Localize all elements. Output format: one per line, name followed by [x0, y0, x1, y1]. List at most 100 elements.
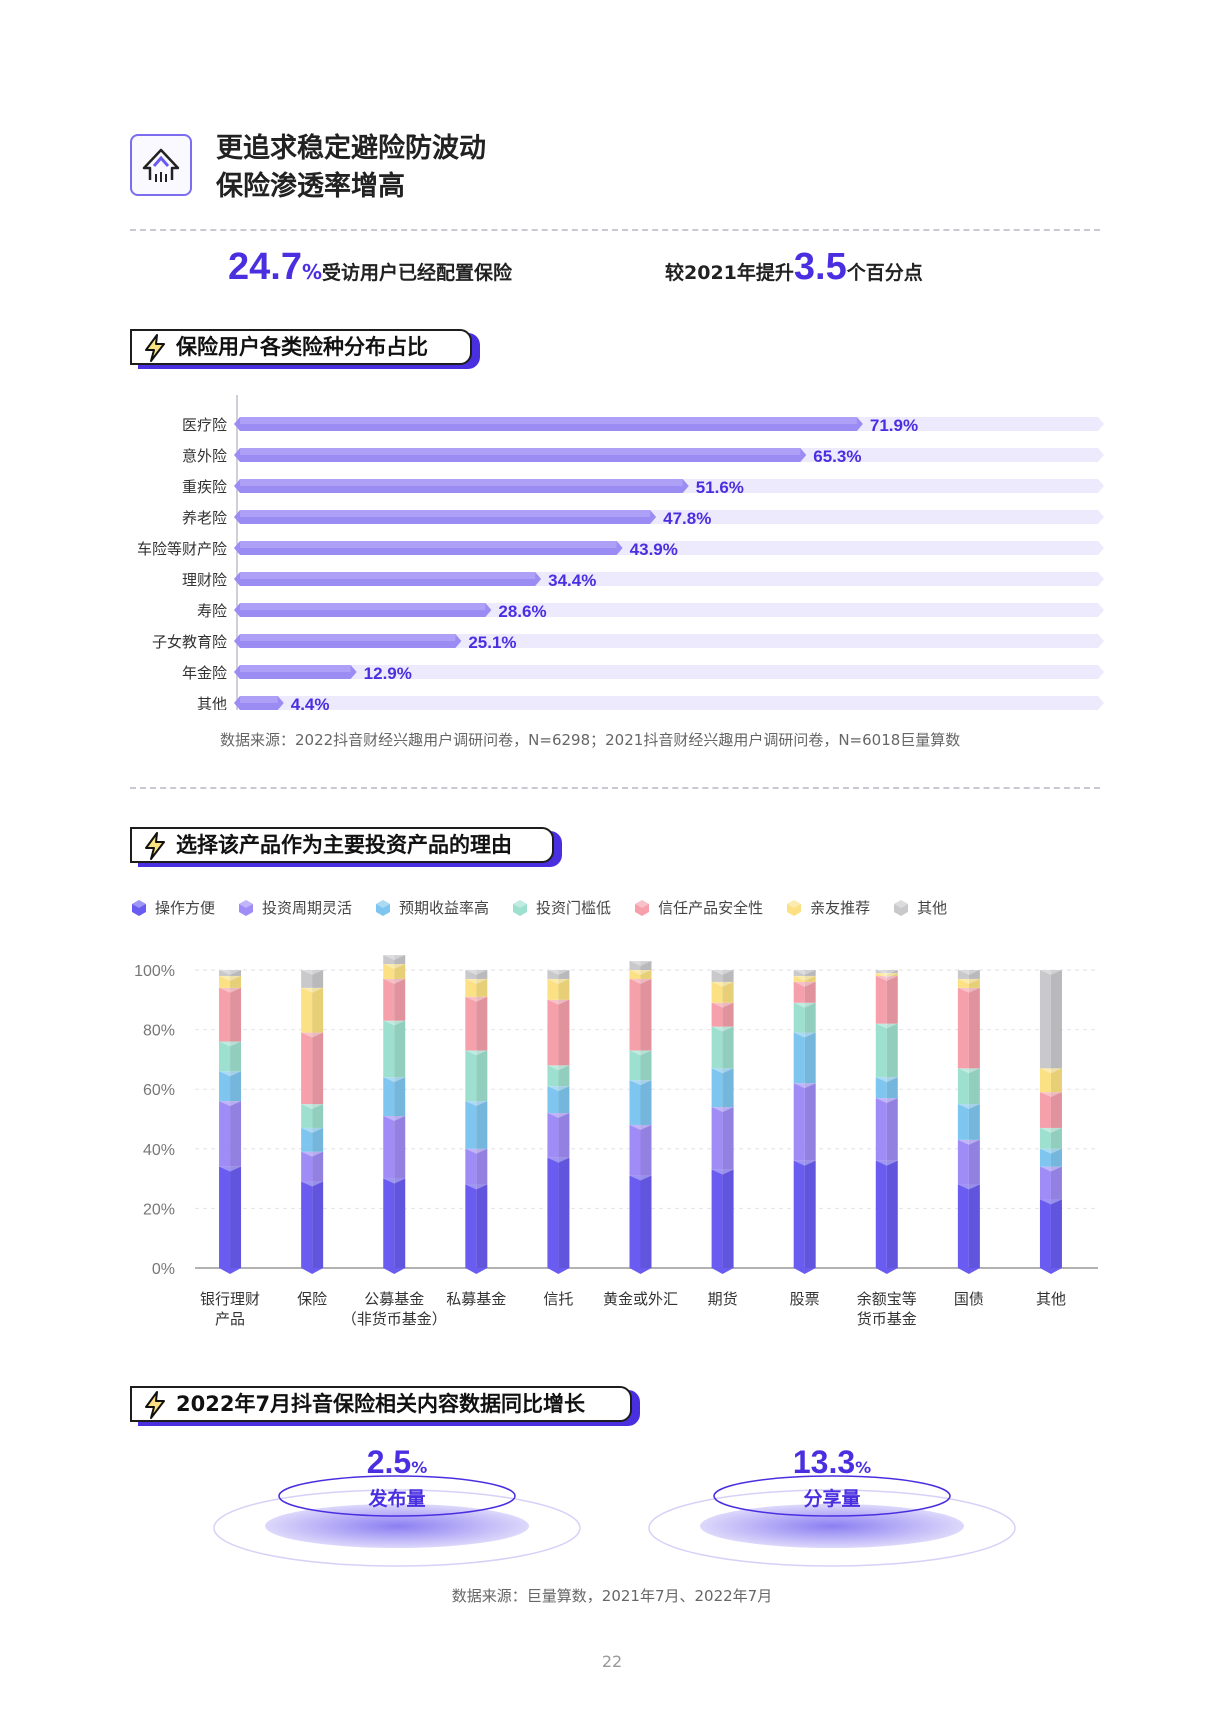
stack-shade [886, 970, 898, 973]
lightning-icon [145, 1391, 165, 1419]
stack-shade [722, 1107, 734, 1170]
bar [234, 541, 623, 555]
stack-segment-side [230, 1041, 242, 1072]
stack-segment-side [804, 1160, 816, 1268]
stack-segment-side [968, 1068, 980, 1105]
stack-segment-side [804, 981, 816, 1003]
stack-base [1039, 1268, 1062, 1274]
stack-shade [804, 1032, 816, 1084]
legend-swatch [376, 899, 391, 916]
bar-highlight [240, 448, 801, 455]
stack-shade [394, 964, 406, 979]
stack-base [793, 1268, 816, 1274]
stack-shade [230, 970, 242, 976]
bar-value-label: 43.9% [630, 540, 678, 559]
stack-segment [465, 1101, 477, 1149]
growth-publish-label: 发布量 [368, 1488, 426, 1510]
stack-segment [383, 1116, 395, 1179]
stack-shade [312, 1032, 324, 1105]
stack-segment-side [640, 1080, 652, 1125]
legend-item: 亲友推荐 [785, 897, 870, 918]
stack-segment-side [394, 1178, 406, 1268]
stack-segment-side [1050, 970, 1062, 1069]
stack-segment [1039, 1166, 1051, 1200]
stack-cap [547, 965, 570, 975]
stack-segment [957, 1068, 969, 1105]
legend-label: 信任产品安全性 [658, 899, 764, 917]
stack-segment [1039, 1092, 1051, 1128]
bar-value-label: 51.6% [696, 478, 744, 497]
stack-cap [383, 950, 406, 961]
stack-segment [957, 970, 969, 979]
stack-cap [711, 965, 734, 975]
bar-value-label: 4.4% [291, 695, 330, 710]
bar [234, 448, 807, 462]
stack-segment [711, 1002, 723, 1027]
legend-item: 信任产品安全性 [633, 897, 763, 918]
stack-shade [230, 975, 242, 988]
stack-segment-side [640, 1050, 652, 1081]
stack-segment-side [394, 1077, 406, 1117]
stat-left-text: 受访用户已经配置保险 [322, 262, 513, 284]
section1-title: 保险用户各类险种分布占比 [176, 335, 428, 359]
stack-segment [629, 978, 641, 1051]
stack-segment [547, 1065, 559, 1087]
x-category-label: 私募基金 [446, 1290, 506, 1308]
legend-swatch [894, 899, 909, 916]
bar [234, 572, 542, 586]
stack-segment [875, 1023, 887, 1078]
stack-shade [886, 975, 898, 1024]
x-category-label: 货币基金 [857, 1310, 917, 1328]
bar-category-label: 子女教育险 [152, 633, 227, 651]
stack-segment [547, 1086, 559, 1114]
bar-value-label: 65.3% [813, 447, 861, 466]
arrows-up-icon [142, 148, 180, 182]
stack-segment-side [476, 1184, 488, 1268]
stack-segment [629, 970, 641, 979]
stack-shade [230, 987, 242, 1042]
x-category-label: 黄金或外汇 [603, 1290, 678, 1308]
stack-segment-side [312, 1032, 324, 1105]
stack-shade [312, 1127, 324, 1152]
bar-highlight [240, 603, 486, 610]
bar [234, 634, 462, 648]
divider-top [130, 229, 1100, 231]
bar [234, 665, 357, 679]
stack-base [957, 1268, 980, 1274]
stack-segment [629, 961, 641, 970]
stack-segment-side [558, 1065, 570, 1087]
stack-segment [465, 1184, 477, 1268]
stack-cap [465, 965, 488, 975]
bar-value-label: 25.1% [468, 633, 516, 652]
stack-segment [1039, 1127, 1051, 1149]
stack-base [711, 1268, 734, 1274]
stack-shade [394, 1116, 406, 1179]
stack-segment-side [886, 970, 898, 973]
bar-category-label: 重疾险 [182, 478, 227, 496]
stack-segment [301, 987, 313, 1033]
stack-shade [230, 1101, 242, 1167]
divider-middle [130, 787, 1100, 789]
stack-shade [1050, 1092, 1062, 1128]
legend-label: 其他 [917, 899, 948, 917]
stack-segment [711, 1068, 723, 1108]
stack-shade [312, 970, 324, 988]
stack-shade [1050, 1148, 1062, 1167]
x-category-label: 产品 [215, 1310, 245, 1328]
bar-value-label: 47.8% [663, 509, 711, 528]
x-category-label: （非货币基金） [342, 1310, 447, 1328]
stack-shade [722, 970, 734, 982]
stack-segment [1039, 970, 1051, 1069]
stack-segment [711, 970, 723, 982]
x-category-label: 公募基金 [364, 1290, 424, 1308]
stack-shade [558, 1086, 570, 1114]
stack-shade [722, 1169, 734, 1268]
y-tick-label: 20% [143, 1201, 175, 1218]
bar-value-label: 28.6% [498, 602, 546, 621]
stack-shade [968, 1068, 980, 1105]
stack-segment-side [312, 970, 324, 988]
bar-track [234, 665, 1104, 679]
stack-segment-side [968, 1139, 980, 1185]
stack-shade [886, 972, 898, 976]
